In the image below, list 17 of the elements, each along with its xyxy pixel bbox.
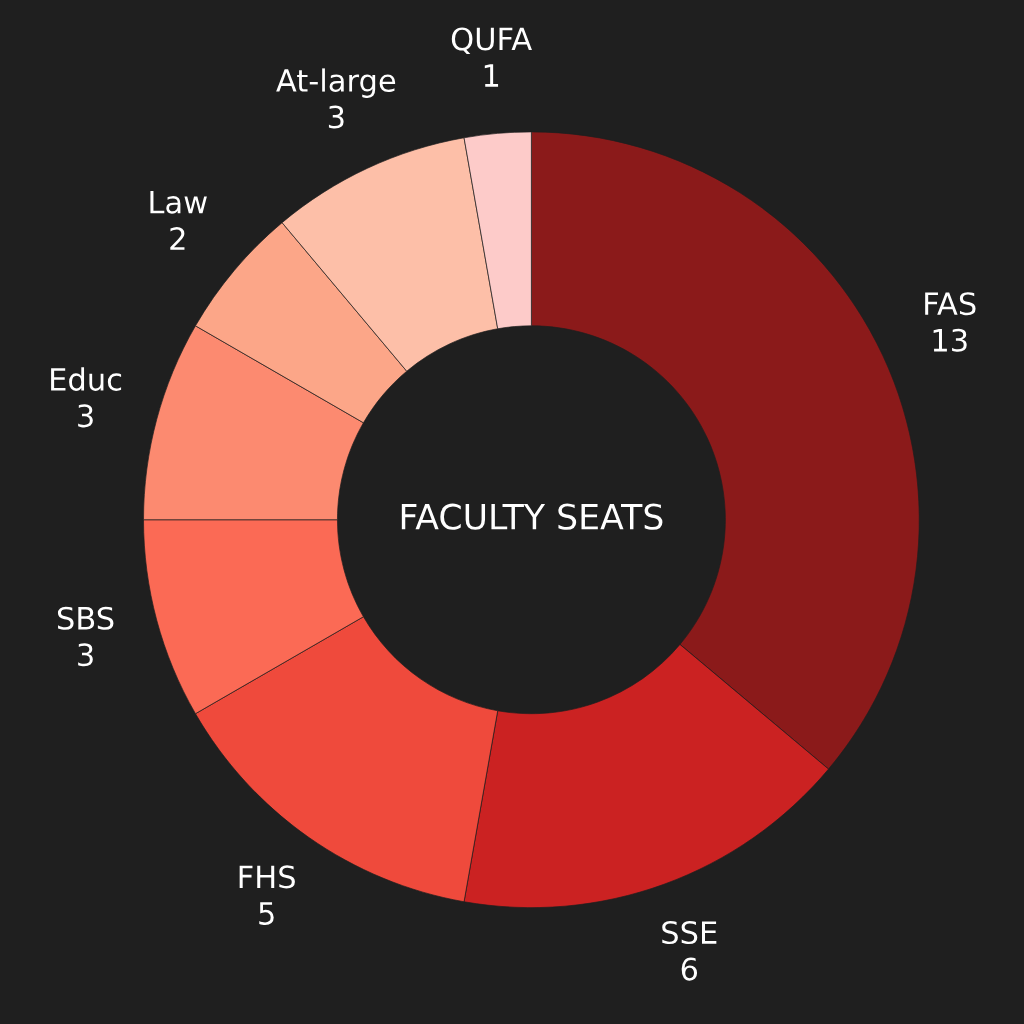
slice-label: SBS — [57, 606, 114, 630]
slice-label: Educ — [51, 367, 122, 391]
slice-label: FAS — [925, 292, 976, 316]
slice-label: SSE — [662, 920, 717, 945]
slice-label: Law — [150, 190, 207, 214]
data-label: 13 — [933, 328, 967, 352]
slice-label: At-large — [276, 68, 396, 98]
slice-label: QUFA — [451, 27, 532, 55]
data-label: 3 — [328, 105, 344, 129]
data-label: 5 — [259, 902, 274, 925]
data-label: 3 — [78, 643, 93, 667]
data-label: 2 — [170, 227, 185, 250]
data-label: 1 — [484, 64, 499, 87]
text: FACULTY SEATS — [401, 503, 663, 530]
data-label: 3 — [78, 404, 93, 428]
slice-label: FHS — [239, 865, 295, 889]
data-label: 6 — [681, 957, 698, 981]
